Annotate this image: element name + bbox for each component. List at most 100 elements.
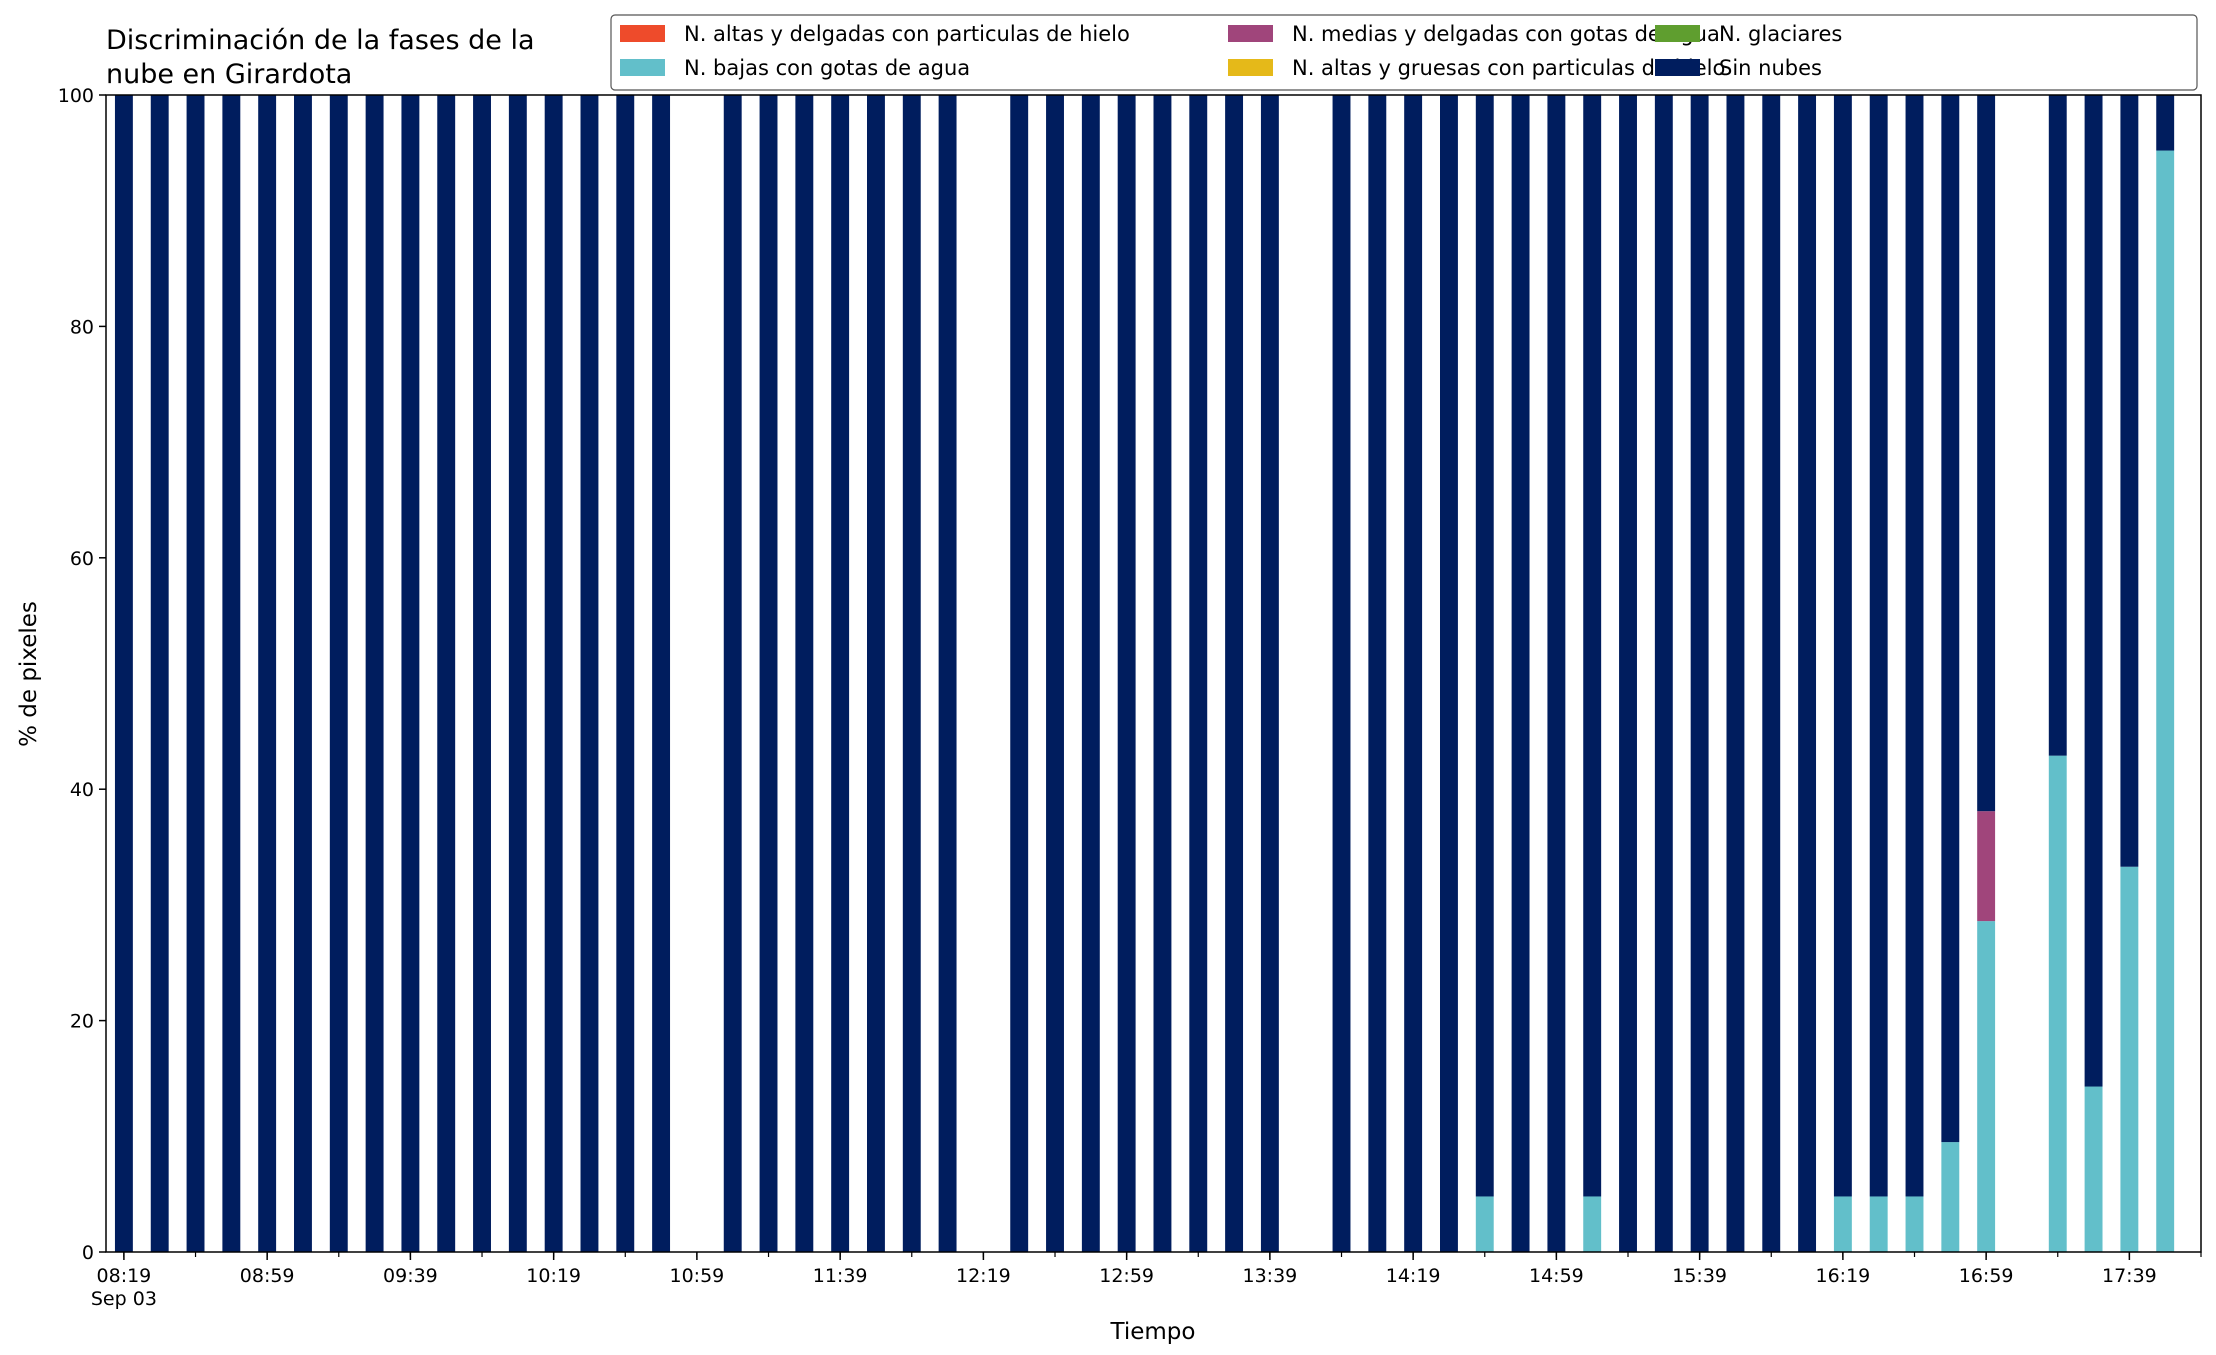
bar-segment-1659-s4 <box>1977 811 1996 922</box>
legend: N. altas y delgadas con particulas de hi… <box>610 14 2198 91</box>
bar-segment-1659-s5 <box>1977 95 1996 812</box>
bar-segment-0959-s5 <box>473 95 491 1252</box>
bar-segment-1249-s5 <box>1081 95 1100 1252</box>
bar-segment-0849-s5 <box>222 95 241 1252</box>
x-tick-label: 09:39 <box>383 1265 438 1287</box>
bar-segment-1119-s5 <box>759 95 778 1252</box>
bar-segment-0949-s5 <box>437 95 456 1252</box>
legend-label-2: N. bajas con gotas de agua <box>684 56 970 80</box>
bar-segment-1719-s5 <box>2048 95 2067 756</box>
bar-segment-1509-s2 <box>1583 1196 1602 1252</box>
x-tick-label: 17:39 <box>2102 1265 2157 1287</box>
bar-segment-1719-s2 <box>2048 755 2067 1252</box>
bar-segment-1609-s5 <box>1798 95 1817 1252</box>
legend-box <box>610 14 2198 91</box>
bar-segment-1739-s5 <box>2120 95 2139 867</box>
x-tick-label: 12:19 <box>956 1265 1011 1287</box>
x-tick-label: 10:19 <box>526 1265 581 1287</box>
chart-title-line-1: Discriminación de la fases de la <box>106 25 535 56</box>
bar-segment-1419-s5 <box>1404 95 1423 1252</box>
bar-segment-1749-s2 <box>2156 150 2175 1252</box>
legend-swatch-1 <box>1228 59 1273 76</box>
bar-segment-1519-s5 <box>1619 95 1637 1252</box>
x-tick-label: 12:59 <box>1099 1265 1154 1287</box>
bar-segment-1259-s5 <box>1117 95 1136 1252</box>
bar-segment-1459-s5 <box>1547 95 1566 1252</box>
legend-swatch-4 <box>1228 25 1273 42</box>
bar-segment-1309-s5 <box>1153 95 1172 1252</box>
x-tick-label: 16:59 <box>1959 1265 2014 1287</box>
bar-segment-0929-s5 <box>365 95 384 1252</box>
bar-segment-0839-s5 <box>186 95 205 1252</box>
legend-swatch-5 <box>1655 59 1700 76</box>
bar-segment-1539-s5 <box>1690 95 1709 1252</box>
bar-segment-1729-s2 <box>2084 1086 2103 1252</box>
x-tick-label: 14:59 <box>1529 1265 1584 1287</box>
bars-layer <box>114 95 2175 1252</box>
x-tick-label: 13:39 <box>1243 1265 1298 1287</box>
y-tick-label: 20 <box>70 1011 94 1033</box>
legend-label-0: N. altas y delgadas con particulas de hi… <box>684 22 1130 46</box>
bar-segment-1729-s5 <box>2084 95 2103 1087</box>
bar-segment-1619-s2 <box>1833 1196 1852 1252</box>
bar-segment-1749-s5 <box>2156 95 2175 151</box>
bar-segment-1649-s5 <box>1941 95 1960 1143</box>
bar-segment-0819-s5 <box>114 95 133 1252</box>
bar-segment-1139-s5 <box>831 95 850 1252</box>
bar-segment-1049-s5 <box>652 95 671 1252</box>
x-axis-title: Tiempo <box>1110 1319 1196 1345</box>
legend-swatch-2 <box>620 59 665 76</box>
bar-segment-1159-s5 <box>902 95 921 1252</box>
bar-segment-1039-s5 <box>616 95 635 1252</box>
x-tick-label: 15:39 <box>1672 1265 1727 1287</box>
bar-segment-1449-s5 <box>1511 95 1530 1252</box>
bar-segment-1649-s2 <box>1941 1142 1960 1252</box>
x-tick-label: 10:59 <box>670 1265 725 1287</box>
bar-segment-1359-s5 <box>1332 95 1351 1252</box>
bar-segment-1229-s5 <box>1010 95 1029 1252</box>
bar-segment-0909-s5 <box>294 95 312 1252</box>
bar-segment-1629-s5 <box>1869 95 1888 1197</box>
bar-segment-1029-s5 <box>580 95 599 1252</box>
x-tick-label: 14:19 <box>1386 1265 1441 1287</box>
legend-swatch-3 <box>1655 25 1700 42</box>
bar-segment-1549-s5 <box>1726 95 1745 1252</box>
x-tick-label: 11:39 <box>813 1265 868 1287</box>
bar-segment-1209-s5 <box>938 95 957 1252</box>
bar-segment-1149-s5 <box>867 95 885 1252</box>
bar-segment-1629-s2 <box>1869 1196 1888 1252</box>
bar-segment-1409-s5 <box>1368 95 1387 1252</box>
y-tick-label: 60 <box>70 548 94 570</box>
x-tick-label: 08:19 <box>97 1265 152 1287</box>
bar-segment-1109-s5 <box>723 95 742 1252</box>
bar-segment-1639-s5 <box>1905 95 1924 1197</box>
y-tick-label: 80 <box>70 316 94 338</box>
bar-segment-1429-s5 <box>1440 95 1458 1252</box>
bar-segment-1329-s5 <box>1225 95 1244 1252</box>
legend-label-4: N. medias y delgadas con gotas de agua <box>1292 22 1720 46</box>
bar-segment-1319-s5 <box>1189 95 1208 1252</box>
legend-label-1: N. altas y gruesas con particulas de hie… <box>1292 56 1725 80</box>
bar-segment-1439-s2 <box>1475 1196 1494 1252</box>
chart-title-line-2: nube en Girardota <box>106 59 352 90</box>
bar-segment-1529-s5 <box>1654 95 1673 1252</box>
bar-segment-0829-s5 <box>150 95 169 1252</box>
bar-segment-1509-s5 <box>1583 95 1602 1197</box>
bar-segment-1019-s5 <box>544 95 563 1252</box>
y-axis: 0 20 40 60 80 100 <box>58 85 106 1264</box>
legend-swatch-0 <box>620 25 665 42</box>
bar-segment-0859-s5 <box>258 95 277 1252</box>
y-tick-label: 40 <box>70 779 94 801</box>
bar-segment-0919-s5 <box>329 95 348 1252</box>
bar-segment-1619-s5 <box>1833 95 1852 1197</box>
bar-segment-1439-s5 <box>1475 95 1494 1197</box>
bar-segment-1639-s2 <box>1905 1196 1924 1252</box>
y-tick-label: 0 <box>82 1242 94 1264</box>
legend-label-3: N. glaciares <box>1719 22 1842 46</box>
x-tick-label: 16:19 <box>1815 1265 1870 1287</box>
bar-segment-1659-s2 <box>1977 921 1996 1252</box>
bar-segment-1009-s5 <box>508 95 527 1252</box>
bar-segment-1739-s2 <box>2120 866 2139 1252</box>
